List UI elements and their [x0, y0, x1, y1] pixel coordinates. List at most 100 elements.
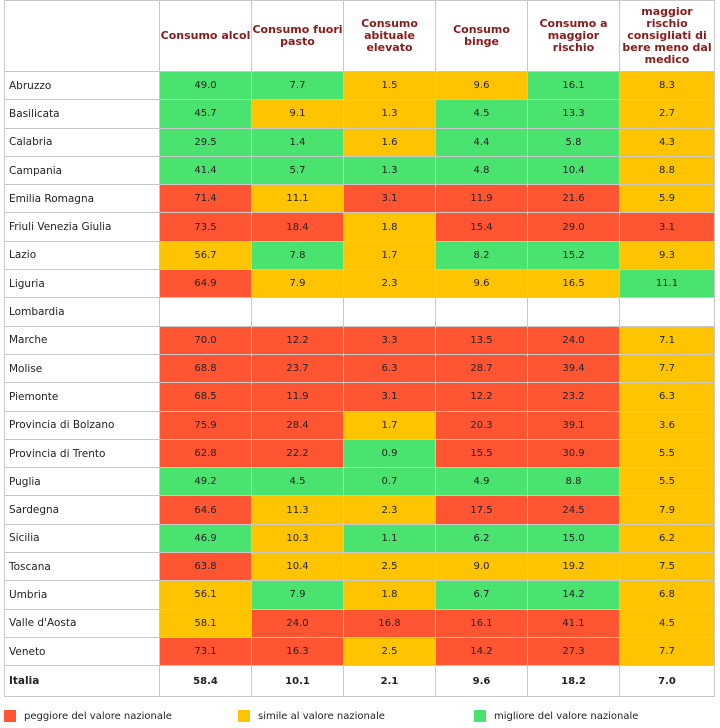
value-cell: 11.9 [251, 382, 344, 412]
table-row: Sicilia 46.9 10.3 1.1 6.2 15.0 6.2 [4, 523, 715, 554]
value-cell: 1.3 [343, 155, 436, 186]
value-cell: 24.0 [527, 325, 620, 355]
value-cell: 73.5 [159, 212, 252, 242]
region-cell: Emilia Romagna [4, 184, 160, 214]
value-cell: 5.7 [251, 155, 344, 186]
value-cell: 29.5 [159, 127, 252, 157]
value-cell: 1.8 [343, 212, 436, 242]
value-cell: 70.0 [159, 325, 252, 355]
value-cell: 4.5 [435, 99, 528, 129]
value-cell: 7.9 [251, 580, 344, 610]
region-cell: Sicilia [4, 523, 160, 554]
region-cell: Lombardia [4, 297, 160, 327]
value-cell [251, 297, 344, 327]
value-cell: 68.5 [159, 382, 252, 412]
value-cell: 24.5 [527, 495, 620, 525]
value-cell: 4.8 [435, 155, 528, 186]
value-cell: 28.7 [435, 353, 528, 384]
region-cell: Sardegna [4, 495, 160, 525]
value-cell: 6.2 [435, 523, 528, 554]
value-cell: 18.4 [251, 212, 344, 242]
value-cell: 4.9 [435, 467, 528, 497]
value-cell: 49.2 [159, 467, 252, 497]
value-cell: 9.0 [435, 552, 528, 582]
region-cell: Provincia di Trento [4, 438, 160, 469]
value-cell: 75.9 [159, 410, 252, 440]
region-cell: Provincia di Bolzano [4, 410, 160, 440]
table-row: Abruzzo 49.0 7.7 1.5 9.6 16.1 8.3 [4, 70, 715, 101]
value-cell: 63.8 [159, 552, 252, 582]
table-row: Sardegna 64.6 11.3 2.3 17.5 24.5 7.9 [4, 495, 715, 525]
legend-item-similar: simile al valore nazionale [238, 710, 385, 722]
value-cell: 6.8 [619, 580, 715, 610]
value-cell [435, 297, 528, 327]
value-cell: 39.4 [527, 353, 620, 384]
value-cell: 49.0 [159, 70, 252, 101]
legend-swatch-worse [4, 710, 16, 722]
table-row: Toscana 63.8 10.4 2.5 9.0 19.2 7.5 [4, 552, 715, 582]
value-cell: 5.5 [619, 438, 715, 469]
value-cell: 5.8 [527, 127, 620, 157]
value-cell: 15.5 [435, 438, 528, 469]
table-row: Provincia di Bolzano 75.9 28.4 1.7 20.3 39.1 3… [4, 410, 715, 440]
value-cell: 56.1 [159, 580, 252, 610]
alcohol-consumption-table: Consumo alcol Consumo fuori pasto Consum… [4, 0, 715, 698]
value-cell: 24.0 [251, 608, 344, 638]
table-row: Marche 70.0 12.2 3.3 13.5 24.0 7.1 [4, 325, 715, 355]
value-cell: 1.4 [251, 127, 344, 157]
header-consumo-alcol: Consumo alcol [159, 0, 252, 72]
legend: peggiore del valore nazionale simile al … [4, 708, 716, 726]
value-cell: 2.3 [343, 495, 436, 525]
value-cell: 22.2 [251, 438, 344, 469]
value-cell: 9.3 [619, 240, 715, 271]
value-cell: 64.6 [159, 495, 252, 525]
value-cell: 6.3 [343, 353, 436, 384]
value-cell: 5.9 [619, 184, 715, 214]
value-cell: 1.5 [343, 70, 436, 101]
value-cell: 10.3 [251, 523, 344, 554]
value-cell: 0.9 [343, 438, 436, 469]
legend-swatch-similar [238, 710, 250, 722]
value-cell: 6.3 [619, 382, 715, 412]
region-cell: Calabria [4, 127, 160, 157]
table-row: Campania 41.4 5.7 1.3 4.8 10.4 8.8 [4, 155, 715, 186]
value-cell: 16.5 [527, 269, 620, 299]
value-cell: 14.2 [527, 580, 620, 610]
table-row: Provincia di Trento 62.8 22.2 0.9 15.5 30.9 5.… [4, 438, 715, 469]
legend-item-better: migliore del valore nazionale [474, 710, 638, 722]
value-cell [527, 297, 620, 327]
total-region-cell: Italia [4, 665, 160, 698]
value-cell: 12.2 [435, 382, 528, 412]
value-cell: 3.3 [343, 325, 436, 355]
region-cell: Liguria [4, 269, 160, 299]
value-cell: 7.9 [251, 269, 344, 299]
legend-label-better: migliore del valore nazionale [494, 710, 639, 722]
value-cell: 6.2 [619, 523, 715, 554]
table-row: Calabria 29.5 1.4 1.6 4.4 5.8 4.3 [4, 127, 715, 157]
table-row: Veneto 73.1 16.3 2.5 14.2 27.3 7.7 [4, 636, 715, 667]
table-row: Friuli Venezia Giulia 73.5 18.4 1.8 15.4 29.0… [4, 212, 715, 242]
value-cell: 27.3 [527, 636, 620, 667]
value-cell: 7.9 [619, 495, 715, 525]
header-consumo-maggior-rischio: Consumo a maggior rischio [527, 0, 620, 72]
value-cell: 15.4 [435, 212, 528, 242]
total-value-cell: 9.6 [435, 665, 528, 698]
value-cell: 62.8 [159, 438, 252, 469]
value-cell: 8.8 [619, 155, 715, 186]
value-cell: 23.2 [527, 382, 620, 412]
region-cell: Abruzzo [4, 70, 160, 101]
value-cell: 2.5 [343, 636, 436, 667]
region-cell: Basilicata [4, 99, 160, 129]
table-row: Umbria 56.1 7.9 1.8 6.7 14.2 6.8 [4, 580, 715, 610]
value-cell: 3.6 [619, 410, 715, 440]
value-cell [159, 297, 252, 327]
region-cell: Molise [4, 353, 160, 384]
value-cell: 1.8 [343, 580, 436, 610]
value-cell: 16.3 [251, 636, 344, 667]
legend-label-worse: peggiore del valore nazionale [24, 710, 172, 722]
value-cell [343, 297, 436, 327]
value-cell: 2.7 [619, 99, 715, 129]
region-cell: Lazio [4, 240, 160, 271]
header-consumo-abituale-elevato: Consumo abituale elevato [343, 0, 436, 72]
value-cell: 4.5 [251, 467, 344, 497]
